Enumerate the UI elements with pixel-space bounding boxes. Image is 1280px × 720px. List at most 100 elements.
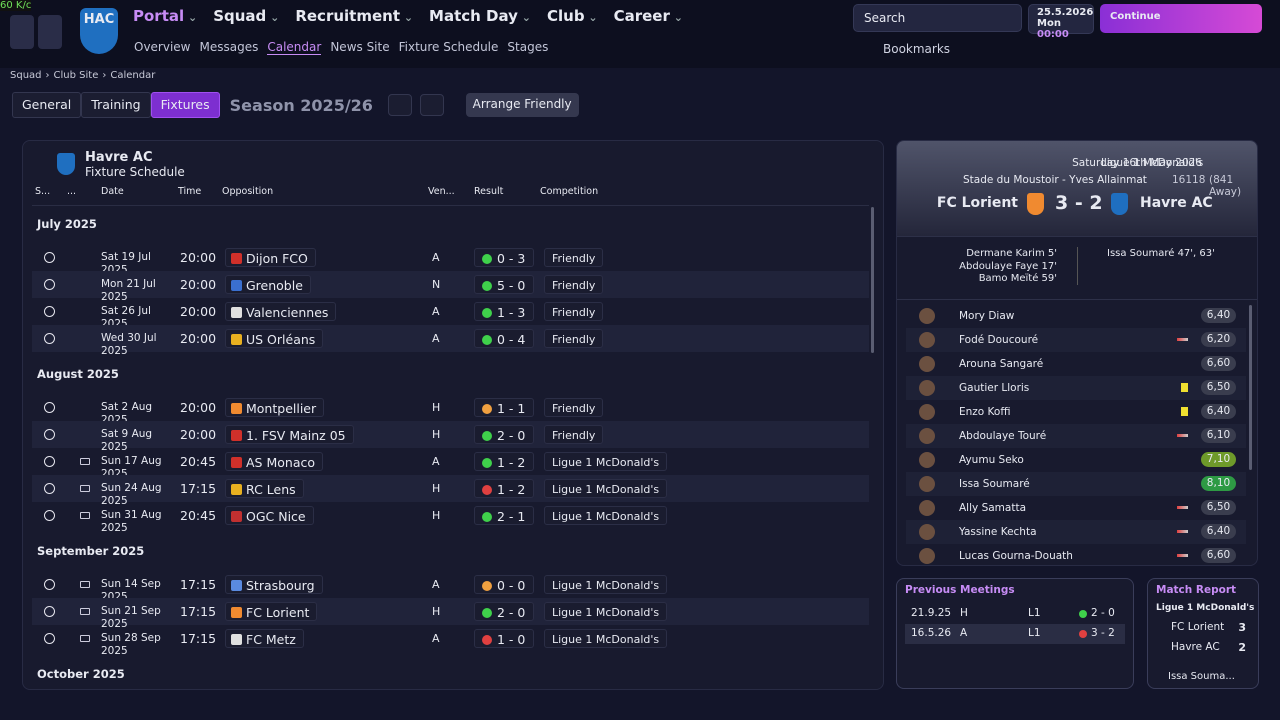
fixture-row[interactable]: Sun 17 Aug 2025 20:45 AS Monaco A 1 - 2 Ligue… — [32, 448, 869, 480]
tv-icon — [80, 458, 90, 465]
opponent[interactable]: Valenciennes — [225, 302, 337, 321]
sub-menu-item[interactable]: Stages — [507, 40, 549, 54]
venue: H — [432, 428, 441, 441]
score: 1 - 2 — [497, 482, 526, 497]
breadcrumb[interactable]: Club Site — [53, 70, 99, 81]
player-row[interactable]: Fodé Doucouré 6,20 — [906, 328, 1246, 352]
opponent[interactable]: 1. FSV Mainz 05 — [225, 425, 354, 444]
fixture-row[interactable]: Sun 31 Aug 2025 20:45 OGC Nice H 2 - 1 Ligue … — [32, 502, 869, 534]
sub-menu-item[interactable]: Fixture Schedule — [398, 40, 499, 54]
away-fans: (841 Away) — [1209, 174, 1242, 198]
competition: L1 — [1028, 607, 1041, 619]
prev-button[interactable] — [387, 94, 412, 116]
player-row[interactable]: Mory Diaw 6,40 — [906, 304, 1246, 328]
menu-item[interactable]: Club — [547, 7, 598, 25]
fixture-row[interactable]: Wed 30 Jul 2025 20:00 US Orléans A 0 - 4 Frie… — [32, 325, 869, 357]
previous-meetings: Previous Meetings 21.9.25 H L1 2 - 0 16.5.26 A… — [896, 578, 1134, 689]
sub-menu-item[interactable]: Calendar — [267, 40, 322, 55]
opponent-name: Strasbourg — [246, 578, 315, 593]
opponent[interactable]: OGC Nice — [225, 506, 314, 525]
sub-menu-item[interactable]: Overview — [134, 40, 191, 54]
meeting-row[interactable]: 21.9.25 H L1 2 - 0 — [905, 604, 1125, 624]
rating: 6,60 — [1201, 356, 1236, 371]
opponent[interactable]: RC Lens — [225, 479, 304, 498]
score: 0 - 4 — [497, 332, 526, 347]
forward-button[interactable] — [38, 15, 62, 49]
column-header[interactable]: Opposition — [222, 186, 274, 197]
fixture-row[interactable]: Sun 28 Sep 2025 17:15 FC Metz A 1 - 0 Ligue 1… — [32, 625, 869, 657]
player-row[interactable]: Ally Samatta 6,50 — [906, 496, 1246, 520]
status-icon — [44, 402, 55, 413]
opponent[interactable]: FC Metz — [225, 629, 304, 648]
tab[interactable]: Fixtures — [150, 92, 220, 118]
season-selector[interactable]: Season 2025/26 — [229, 95, 373, 115]
tab[interactable]: General — [12, 92, 82, 118]
search-button[interactable]: Search — [864, 11, 906, 25]
column-header[interactable]: Time — [178, 186, 202, 197]
meeting-row[interactable]: 16.5.26 A L1 3 - 2 — [905, 624, 1125, 644]
month-header: September 2025 — [37, 544, 145, 558]
column-header[interactable]: Ven... — [428, 186, 455, 197]
result-dot — [482, 335, 492, 345]
score: 5 - 0 — [497, 278, 526, 293]
breadcrumb[interactable]: Calendar — [110, 70, 156, 81]
continue-button[interactable]: Continue — [1100, 4, 1262, 33]
fixture-row[interactable]: Sat 19 Jul 2025 20:00 Dijon FCO A 0 - 3 Frien… — [32, 244, 869, 276]
menu-item[interactable]: Portal — [133, 7, 197, 25]
fixture-row[interactable]: Sat 9 Aug 2025 20:00 1. FSV Mainz 05 H 2 - 0… — [32, 421, 869, 453]
competition: Ligue 1 McDonald's — [544, 575, 668, 594]
opponent[interactable]: Strasbourg — [225, 575, 323, 594]
next-button[interactable] — [419, 94, 444, 116]
column-header[interactable]: S... — [35, 186, 51, 197]
fixture-row[interactable]: Sat 26 Jul 2025 20:00 Valenciennes A 1 - 3 Fr… — [32, 298, 869, 330]
player-row[interactable]: Yassine Kechta 6,40 — [906, 520, 1246, 544]
column-header[interactable]: Competition — [540, 186, 599, 197]
player-row[interactable]: Gautier Lloris 6,50 — [906, 376, 1246, 400]
result: 1 - 0 — [474, 629, 534, 648]
player-row[interactable]: Lucas Gourna-Douath 6,60 — [906, 544, 1246, 565]
player-name: Arouna Sangaré — [959, 358, 1044, 370]
column-header[interactable]: Date — [101, 186, 124, 197]
player-row[interactable]: Issa Soumaré 8,10 — [906, 472, 1246, 496]
player-photo — [919, 476, 935, 492]
tab[interactable]: Training — [81, 92, 151, 118]
player-row[interactable]: Arouna Sangaré 6,60 — [906, 352, 1246, 376]
team-name: FC Lorient — [1171, 621, 1225, 633]
bookmarks[interactable]: Bookmarks — [883, 42, 951, 56]
fixture-row[interactable]: Sun 24 Aug 2025 17:15 RC Lens H 1 - 2 Ligue 1… — [32, 475, 869, 507]
back-button[interactable] — [10, 15, 34, 49]
menu-item[interactable]: Squad — [213, 7, 279, 25]
status-icon — [44, 606, 55, 617]
player-row[interactable]: Abdoulaye Touré 6,10 — [906, 424, 1246, 448]
column-header[interactable]: ... — [67, 186, 77, 197]
opponent[interactable]: Grenoble — [225, 275, 311, 294]
fixture-row[interactable]: Sat 2 Aug 2025 20:00 Montpellier H 1 - 1 Frie… — [32, 394, 869, 426]
opponent[interactable]: FC Lorient — [225, 602, 318, 621]
date: Sat 9 Aug 2025 — [101, 428, 153, 453]
menu-item[interactable]: Recruitment — [295, 7, 413, 25]
player-row[interactable]: Enzo Koffi 6,40 — [906, 400, 1246, 424]
opponent[interactable]: Dijon FCO — [225, 248, 316, 267]
player-photo — [919, 332, 935, 348]
player-row[interactable]: Ayumu Seko 7,10 — [906, 448, 1246, 472]
divider — [897, 236, 1257, 237]
breadcrumb[interactable]: Squad — [10, 70, 42, 81]
status-icon — [44, 483, 55, 494]
fixture-row[interactable]: Sun 21 Sep 2025 17:15 FC Lorient H 2 - 0 Ligu… — [32, 598, 869, 630]
date-box: 25.5.2026 Mon 00:00 — [1028, 4, 1094, 40]
sub-menu-item[interactable]: Messages — [199, 40, 259, 54]
sub-icon — [1177, 530, 1188, 533]
opponent[interactable]: US Orléans — [225, 329, 324, 348]
opponent[interactable]: AS Monaco — [225, 452, 323, 471]
home-goal: Bamo Meïté 59' — [978, 273, 1057, 284]
sub-menu-item[interactable]: News Site — [330, 40, 390, 54]
arrange-friendly-button[interactable]: Arrange Friendly — [465, 93, 579, 117]
fixture-row[interactable]: Mon 21 Jul 2025 20:00 Grenoble N 5 - 0 Friend… — [32, 271, 869, 303]
fixture-row[interactable]: Sun 14 Sep 2025 17:15 Strasbourg A 0 - 0 Ligu… — [32, 571, 869, 603]
menu-item[interactable]: Career — [614, 7, 683, 25]
menu-item[interactable]: Match Day — [429, 7, 531, 25]
fps-counter: 60 K/c — [0, 0, 32, 11]
column-header[interactable]: Result — [474, 186, 504, 197]
opponent-badge — [231, 607, 242, 618]
opponent[interactable]: Montpellier — [225, 398, 325, 417]
